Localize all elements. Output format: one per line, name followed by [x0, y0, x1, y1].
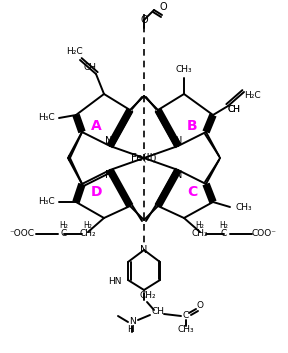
- Text: C: C: [221, 229, 227, 239]
- Text: CH₂: CH₂: [140, 292, 156, 300]
- Text: H: H: [127, 325, 133, 335]
- Text: H₂: H₂: [219, 221, 228, 231]
- Text: H₃C: H₃C: [38, 114, 54, 122]
- Text: H₂: H₂: [84, 221, 92, 231]
- Text: N: N: [175, 136, 183, 146]
- Text: H₂C: H₂C: [66, 48, 82, 56]
- Text: CH: CH: [151, 307, 164, 317]
- Text: CH: CH: [84, 64, 96, 72]
- Text: H₂: H₂: [196, 221, 204, 231]
- Text: D: D: [90, 185, 102, 199]
- Text: ⁻OOC: ⁻OOC: [10, 229, 35, 239]
- Text: CH₃: CH₃: [178, 325, 194, 335]
- Text: CH: CH: [228, 106, 240, 114]
- Text: H₂: H₂: [60, 221, 69, 231]
- Text: N: N: [129, 317, 135, 327]
- Text: O: O: [159, 2, 167, 12]
- Text: C: C: [61, 229, 67, 239]
- Text: N: N: [105, 136, 113, 146]
- Text: N: N: [140, 245, 148, 255]
- Text: H₃C: H₃C: [38, 197, 54, 207]
- Text: CH₂: CH₂: [192, 229, 208, 239]
- Text: Fe(II): Fe(II): [131, 153, 157, 163]
- Text: O: O: [140, 15, 148, 25]
- Text: C: C: [187, 185, 197, 199]
- Text: CH: CH: [228, 106, 240, 114]
- Text: B: B: [187, 119, 197, 133]
- Text: N: N: [175, 170, 183, 180]
- Text: C: C: [183, 311, 189, 321]
- Text: CH₃: CH₃: [236, 203, 252, 211]
- Text: O: O: [196, 301, 204, 311]
- Text: A: A: [91, 119, 101, 133]
- Text: CH₃: CH₃: [176, 66, 192, 74]
- Text: HN: HN: [108, 277, 122, 287]
- Text: H₂C: H₂C: [244, 91, 260, 101]
- Text: N: N: [105, 170, 113, 180]
- Text: CH₂: CH₂: [80, 229, 96, 239]
- Text: COO⁻: COO⁻: [251, 229, 276, 239]
